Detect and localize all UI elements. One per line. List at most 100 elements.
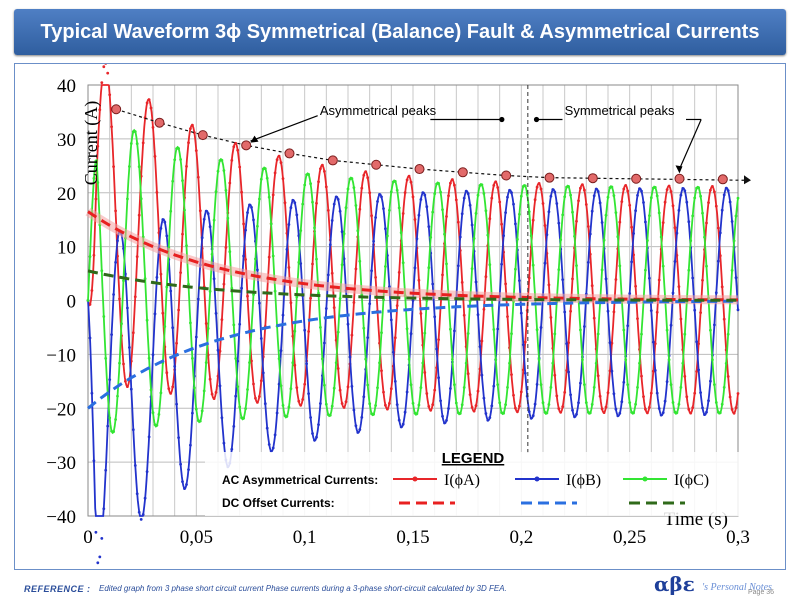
series-marker bbox=[397, 271, 401, 274]
series-marker bbox=[533, 402, 537, 406]
peak-marker bbox=[544, 172, 555, 183]
series-marker bbox=[129, 142, 133, 145]
series-marker bbox=[376, 386, 379, 390]
series-marker bbox=[252, 218, 255, 222]
series-marker bbox=[553, 373, 557, 377]
series-marker bbox=[246, 211, 249, 215]
series-marker bbox=[492, 328, 496, 331]
series-marker bbox=[579, 381, 582, 385]
series-marker bbox=[445, 419, 448, 422]
series-marker bbox=[492, 384, 496, 388]
series-marker bbox=[108, 416, 112, 420]
series-marker bbox=[445, 262, 448, 266]
series-marker bbox=[616, 414, 620, 418]
series-marker bbox=[565, 342, 568, 345]
series-marker bbox=[642, 201, 645, 204]
series-marker bbox=[248, 203, 251, 207]
title-bar: Typical Waveform 3ϕ Symmetrical (Balance… bbox=[14, 9, 786, 55]
series-marker bbox=[265, 426, 269, 430]
series-marker bbox=[389, 318, 393, 322]
series-marker bbox=[189, 321, 192, 325]
series-marker bbox=[96, 561, 100, 565]
series-marker bbox=[539, 383, 543, 386]
series-marker bbox=[386, 407, 389, 411]
series-marker bbox=[665, 188, 669, 191]
series-marker bbox=[431, 403, 435, 407]
series-marker bbox=[701, 278, 704, 282]
series-marker bbox=[612, 392, 616, 396]
logo-text: 's Personal Notes bbox=[702, 582, 772, 593]
series-marker bbox=[648, 276, 651, 280]
series-marker bbox=[575, 219, 578, 223]
series-marker bbox=[449, 181, 452, 185]
series-marker bbox=[636, 386, 639, 389]
logo-symbol: αβε bbox=[654, 572, 695, 596]
legend-entry-3: I(ϕC) bbox=[674, 472, 709, 489]
series-marker bbox=[376, 200, 379, 203]
series-marker bbox=[610, 185, 614, 189]
series-marker bbox=[303, 183, 307, 187]
peak-marker bbox=[717, 174, 728, 185]
series-marker bbox=[596, 190, 600, 193]
series-marker bbox=[711, 185, 714, 188]
series-marker bbox=[579, 328, 582, 332]
series-marker bbox=[214, 312, 218, 315]
series-marker bbox=[133, 130, 137, 134]
series-marker bbox=[179, 271, 183, 274]
series-marker bbox=[470, 223, 474, 227]
series-marker bbox=[714, 204, 718, 208]
series-marker bbox=[126, 385, 129, 388]
series-marker bbox=[175, 402, 179, 406]
sym-peaks-label: Symmetrical peaks bbox=[565, 103, 675, 118]
series-marker bbox=[427, 405, 431, 408]
series-marker bbox=[709, 328, 712, 332]
series-marker bbox=[295, 386, 299, 389]
series-marker bbox=[358, 207, 362, 211]
y-axis-title: Current (A) bbox=[81, 101, 102, 185]
series-marker bbox=[573, 415, 576, 419]
series-marker bbox=[470, 406, 474, 409]
series-marker bbox=[313, 226, 316, 230]
series-marker bbox=[482, 308, 486, 311]
series-marker bbox=[486, 233, 490, 237]
series-marker bbox=[431, 282, 435, 286]
series-marker bbox=[490, 404, 494, 408]
series-marker bbox=[480, 339, 484, 343]
y-tick-label: −30 bbox=[46, 453, 76, 474]
series-marker bbox=[419, 312, 423, 315]
series-marker bbox=[124, 379, 127, 383]
series-marker bbox=[169, 392, 173, 395]
series-marker bbox=[494, 358, 498, 361]
series-marker bbox=[165, 371, 169, 375]
series-marker bbox=[716, 226, 720, 230]
series-marker bbox=[240, 190, 244, 194]
series-marker bbox=[169, 289, 173, 293]
series-marker bbox=[584, 401, 588, 404]
x-tick-label: 0,05 bbox=[180, 527, 213, 548]
y-tick-label: −10 bbox=[46, 345, 76, 366]
series-marker bbox=[683, 332, 687, 336]
series-marker bbox=[307, 330, 310, 333]
series-marker bbox=[687, 220, 691, 224]
series-marker bbox=[539, 187, 543, 191]
series-marker bbox=[555, 394, 559, 398]
peak-marker bbox=[674, 173, 685, 184]
series-marker bbox=[500, 262, 503, 266]
series-marker bbox=[608, 341, 612, 345]
series-marker bbox=[401, 422, 405, 426]
series-marker bbox=[734, 406, 738, 410]
series-marker bbox=[435, 347, 438, 351]
series-marker bbox=[606, 309, 610, 313]
series-marker bbox=[309, 182, 312, 186]
series-marker bbox=[592, 316, 596, 320]
series-marker bbox=[90, 391, 94, 395]
series-marker bbox=[94, 530, 98, 534]
x-tick-label: 0,15 bbox=[396, 527, 429, 548]
series-marker bbox=[238, 165, 242, 169]
series-marker bbox=[342, 257, 346, 261]
series-marker bbox=[547, 403, 551, 406]
series-marker bbox=[533, 198, 537, 202]
series-marker bbox=[661, 221, 665, 225]
series-marker bbox=[179, 462, 183, 466]
series-marker bbox=[106, 71, 110, 75]
